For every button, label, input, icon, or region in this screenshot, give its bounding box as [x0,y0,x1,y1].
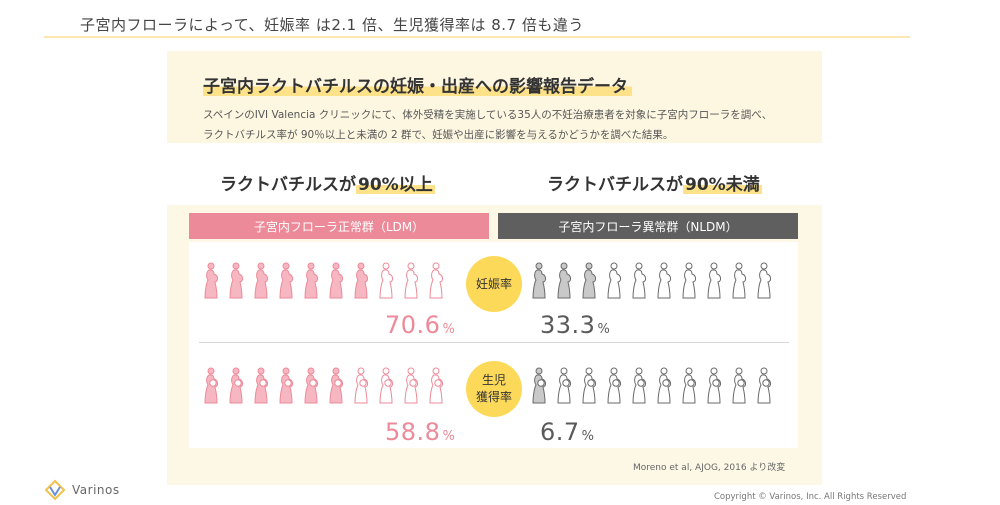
ldm-pregnancy-person-icon [304,262,318,299]
ldm-pregnancy-person-icon [204,262,218,299]
group-heading-band [0,143,1000,205]
ldm-pregnancy-person-icon [329,262,343,299]
percent-unit: % [442,429,456,444]
ldm-live-birth-rate-value: 58.8% [385,418,455,446]
nldm-heading-highlight: 90%未満 [683,175,762,195]
live-birth-label-line2: 獲得率 [475,390,512,404]
percent-unit: % [581,429,595,444]
ldm-live-birth-person-icon [329,367,343,404]
nldm-pregnancy-person-icon [732,262,746,299]
nldm-pregnancy-rate-value: 33.3% [540,311,610,339]
ldm-pregnancy-person-icon [404,262,418,299]
nldm-pregnancy-rate-number: 33.3 [540,311,596,339]
ldm-live-birth-person-icon [379,367,393,404]
percent-unit: % [597,322,611,337]
nldm-pregnancy-person-icon [532,262,546,299]
pregnancy-rate-badge: 妊娠率 [466,256,522,312]
nldm-heading-prefix: ラクトバチルスが [547,175,683,195]
nldm-live-birth-rate-value: 6.7% [540,418,595,446]
live-birth-label-line1: 生児 [481,373,506,387]
live-birth-rate-badge: 生児 獲得率 [466,361,522,417]
nldm-live-birth-person-icon [532,367,546,404]
percent-unit: % [442,322,456,337]
ldm-pregnancy-rate-value: 70.6% [385,311,455,339]
brand-logo: Varinos [44,479,120,501]
ldm-live-birth-person-icon [229,367,243,404]
nldm-pregnancy-person-icon [557,262,571,299]
nldm-pregnancy-person-icon [757,262,771,299]
ldm-pregnancy-person-icon [379,262,393,299]
copyright-notice: Copyright © Varinos, Inc. All Rights Res… [714,492,907,502]
source-citation: Moreno et al, AJOG, 2016 より改変 [633,463,786,473]
nldm-pregnancy-person-icon [632,262,646,299]
nldm-live-birth-person-icon [707,367,721,404]
ldm-group-heading: ラクトバチルスが 90%以上 [220,170,435,195]
ldm-live-birth-person-icon [429,367,443,404]
title-divider [44,36,910,38]
nldm-live-birth-person-icon [757,367,771,404]
panel-description: スペインのIVI Valencia クリニックにて、体外受精を実施している35人… [203,105,803,145]
ldm-live-birth-person-icon [279,367,293,404]
ldm-live-birth-person-icon [354,367,368,404]
ldm-live-birth-person-icon [254,367,268,404]
ldm-heading-highlight: 90%以上 [356,175,435,195]
ldm-pregnancy-person-icon [229,262,243,299]
panel-heading: 子宮内ラクトバチルスの妊娠・出産への影響報告データ [203,72,632,98]
ldm-live-birth-rate-number: 58.8 [385,418,441,446]
nldm-pregnancy-person-icon [657,262,671,299]
ldm-live-birth-person-icon [404,367,418,404]
nldm-pregnancy-person-icon [707,262,721,299]
nldm-live-birth-rate-number: 6.7 [540,418,580,446]
page-title: 子宮内フローラによって、妊娠率 は2.1 倍、生児獲得率は 8.7 倍も違う [80,16,584,34]
nldm-pregnancy-person-icon [682,262,696,299]
panel-description-line2: ラクトバチルス率が 90％以上と未満の 2 群で、妊娠や出産に影響を与えるかどう… [203,129,674,141]
varinos-logo-icon [44,479,66,501]
nldm-live-birth-person-icon [732,367,746,404]
ldm-pregnancy-person-icon [279,262,293,299]
nldm-pregnancy-person-icon [607,262,621,299]
ldm-pregnancy-person-icon [429,262,443,299]
ldm-heading-prefix: ラクトバチルスが [220,175,356,195]
ldm-live-birth-person-icon [304,367,318,404]
nldm-pregnancy-person-icon [582,262,596,299]
nldm-label-bar: 子宮内フローラ異常群（NLDM） [498,213,798,239]
nldm-live-birth-person-icon [632,367,646,404]
nldm-group-heading: ラクトバチルスが 90%未満 [547,170,762,195]
nldm-live-birth-person-icon [607,367,621,404]
ldm-label-bar: 子宮内フローラ正常群（LDM） [189,213,489,239]
panel-description-line1: スペインのIVI Valencia クリニックにて、体外受精を実施している35人… [203,109,773,121]
ldm-pregnancy-person-icon [254,262,268,299]
ldm-pregnancy-person-icon [354,262,368,299]
nldm-live-birth-person-icon [557,367,571,404]
nldm-live-birth-person-icon [682,367,696,404]
results-divider [199,342,789,343]
pregnancy-rate-label: 妊娠率 [475,276,512,291]
ldm-live-birth-person-icon [204,367,218,404]
ldm-pregnancy-rate-number: 70.6 [385,311,441,339]
nldm-live-birth-person-icon [582,367,596,404]
brand-name: Varinos [72,483,120,497]
nldm-live-birth-person-icon [657,367,671,404]
